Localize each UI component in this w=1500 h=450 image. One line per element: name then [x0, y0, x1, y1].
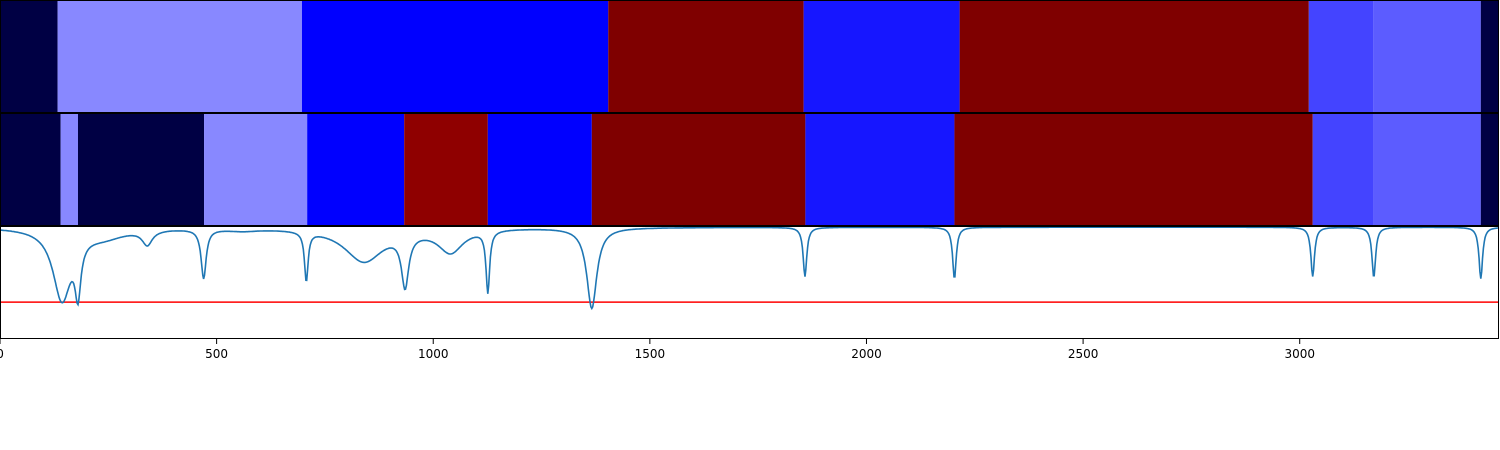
segment-0-1 [57, 0, 302, 112]
segment-0-4 [803, 0, 960, 112]
x-tick-label-3000: 3000 [1284, 347, 1315, 361]
segment-0-3 [608, 0, 804, 112]
x-tick-label-500: 500 [205, 347, 228, 361]
segment-1-3 [204, 113, 308, 225]
segment-0-5 [959, 0, 1309, 112]
signal-line [0, 226, 1500, 311]
segment-row-bottom [0, 113, 1499, 225]
segment-0-7 [1373, 0, 1481, 112]
x-tick-label-2500: 2500 [1068, 347, 1099, 361]
segment-1-8 [805, 113, 955, 225]
segment-1-9 [954, 113, 1313, 225]
segment-0-0 [0, 0, 58, 112]
x-tick-label-2000: 2000 [851, 347, 882, 361]
segment-0-6 [1308, 0, 1374, 112]
x-axis: 0 500 1000 1500 2000 2500 3000 [0, 339, 1315, 361]
segment-1-10 [1312, 113, 1374, 225]
x-tick-label-0: 0 [0, 347, 4, 361]
panel-frame-2 [0, 226, 1499, 339]
segment-1-1 [60, 113, 78, 225]
segment-1-4 [307, 113, 405, 225]
segment-0-8 [1480, 0, 1499, 112]
segment-1-2 [77, 113, 205, 225]
line-panel [0, 226, 1500, 338]
segment-row-top [0, 0, 1499, 112]
line-panel-background [0, 226, 1499, 338]
segment-1-5 [404, 113, 488, 225]
segment-1-6 [487, 113, 592, 225]
panel-frames [0, 0, 1499, 339]
segment-1-11 [1373, 113, 1481, 225]
panel-frame-0 [0, 0, 1499, 113]
segment-1-12 [1480, 113, 1499, 225]
segment-1-7 [591, 113, 806, 225]
x-tick-label-1500: 1500 [635, 347, 666, 361]
panel-frame-1 [0, 113, 1499, 226]
x-tick-label-1000: 1000 [418, 347, 449, 361]
segment-0-2 [301, 0, 609, 112]
segment-1-0 [0, 113, 61, 225]
